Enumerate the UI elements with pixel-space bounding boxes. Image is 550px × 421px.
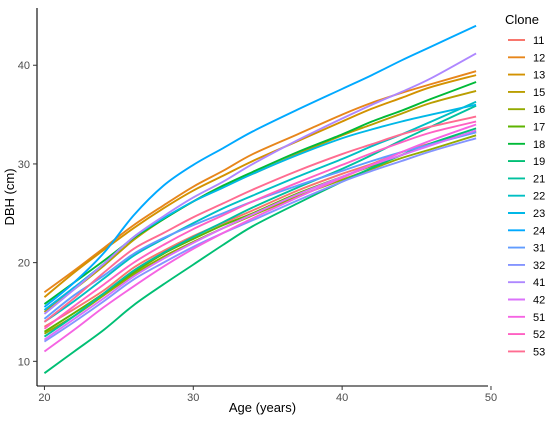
series-line-clone-52 <box>43 120 477 330</box>
series-line-clone-51 <box>43 123 477 353</box>
legend-label-clone-18: 18 <box>533 139 545 151</box>
y-tick-label: 40 <box>18 60 30 72</box>
legend-label-clone-12: 12 <box>533 52 545 64</box>
x-tick-label: 40 <box>336 392 348 404</box>
series-line-clone-41 <box>43 52 477 315</box>
legend-label-clone-13: 13 <box>533 70 545 82</box>
series-lines <box>43 24 477 374</box>
series-line-clone-53 <box>43 115 477 323</box>
x-axis-ticks: 20 30 40 50 <box>38 386 497 404</box>
legend-items: 11 12 13 15 16 17 18 19 21 22 23 24 31 32 41 42 51 52 53 <box>508 35 545 358</box>
legend-label-clone-17: 17 <box>533 122 545 134</box>
legend-label-clone-15: 15 <box>533 87 545 99</box>
legend-label-clone-31: 31 <box>533 243 545 255</box>
y-tick-label: 20 <box>18 258 30 270</box>
legend-label-clone-21: 21 <box>533 173 545 185</box>
legend-label-clone-51: 51 <box>533 312 545 324</box>
legend-label-clone-53: 53 <box>533 346 545 358</box>
legend-label-clone-32: 32 <box>533 260 545 272</box>
series-line-clone-24 <box>43 24 477 308</box>
y-axis-title: DBH (cm) <box>2 168 17 225</box>
series-line-clone-13 <box>43 74 477 298</box>
series-line-clone-18 <box>43 81 477 305</box>
legend: Clone 11 12 13 15 16 17 18 19 21 22 23 24 31 32 41 42 51… <box>505 12 545 358</box>
legend-title: Clone <box>505 12 539 27</box>
legend-label-clone-22: 22 <box>533 191 545 203</box>
legend-label-clone-52: 52 <box>533 329 545 341</box>
y-tick-label: 30 <box>18 159 30 171</box>
legend-label-clone-24: 24 <box>533 225 545 237</box>
x-tick-label: 30 <box>187 392 199 404</box>
series-line-clone-42 <box>43 129 477 341</box>
x-tick-label: 20 <box>38 392 50 404</box>
y-tick-label: 10 <box>18 356 30 368</box>
y-axis-ticks: 10 20 30 40 <box>18 60 37 368</box>
x-tick-label: 50 <box>485 392 497 404</box>
x-axis-title: Age (years) <box>229 400 296 415</box>
legend-label-clone-23: 23 <box>533 208 545 220</box>
series-line-clone-21 <box>43 104 477 338</box>
legend-label-clone-11: 11 <box>533 35 544 47</box>
legend-label-clone-41: 41 <box>533 277 545 289</box>
legend-label-clone-16: 16 <box>533 104 545 116</box>
legend-label-clone-19: 19 <box>533 156 545 168</box>
legend-label-clone-42: 42 <box>533 295 545 307</box>
